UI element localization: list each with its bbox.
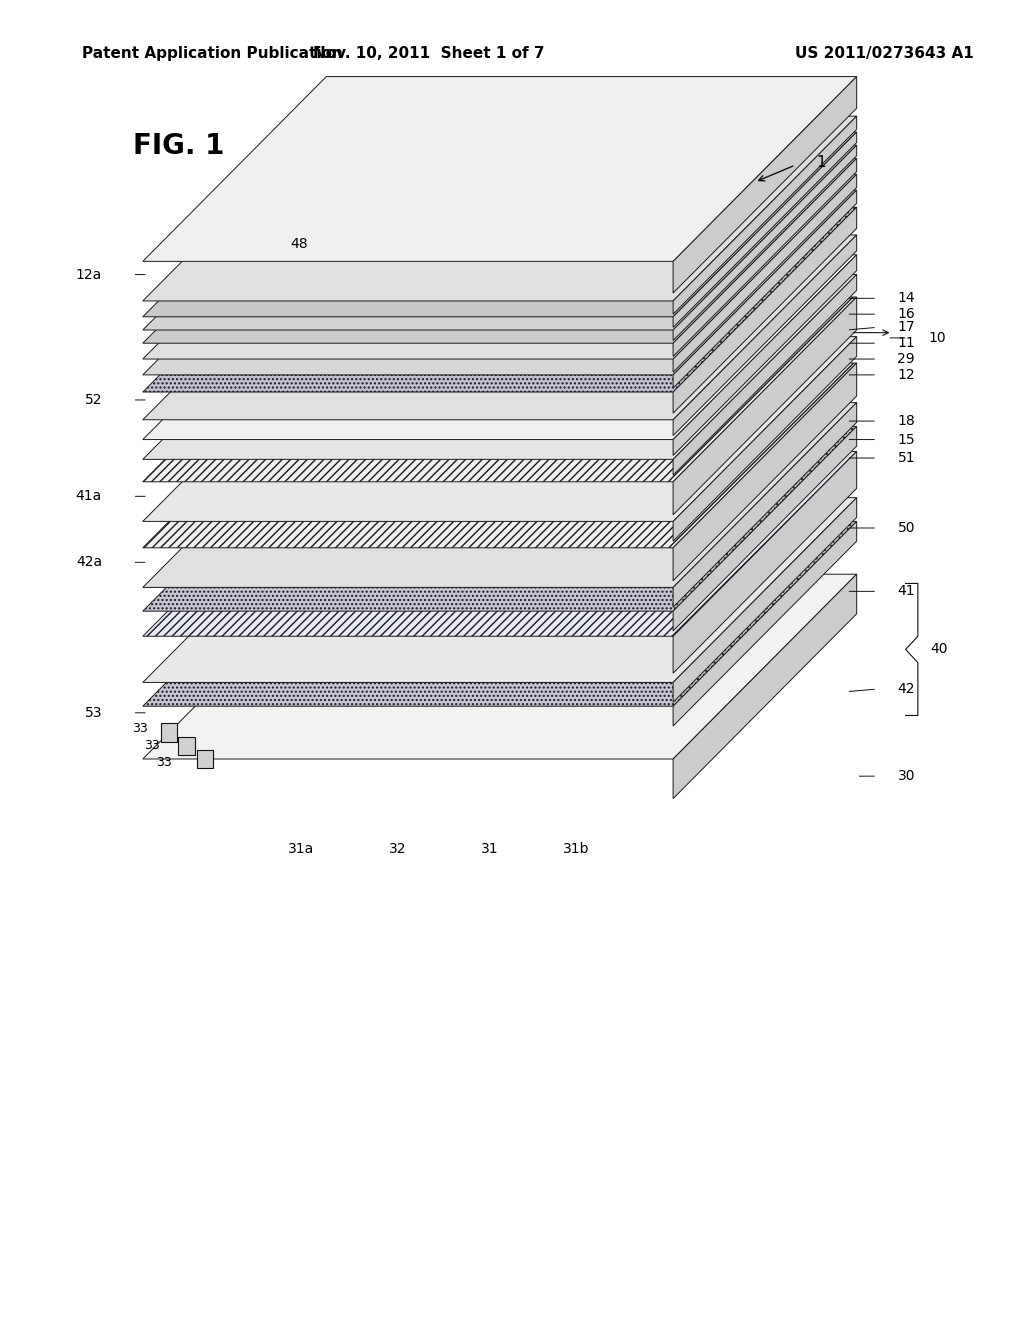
Text: 33: 33 — [156, 756, 171, 770]
Text: FIG. 1: FIG. 1 — [132, 132, 224, 160]
Polygon shape — [673, 498, 857, 702]
Polygon shape — [142, 275, 857, 459]
Text: 41: 41 — [897, 585, 915, 598]
Polygon shape — [673, 158, 857, 356]
FancyBboxPatch shape — [197, 750, 213, 768]
Polygon shape — [142, 498, 857, 682]
Polygon shape — [673, 403, 857, 607]
Polygon shape — [142, 574, 857, 759]
Polygon shape — [142, 297, 857, 482]
Text: 31b: 31b — [563, 842, 590, 857]
Text: 53: 53 — [85, 706, 102, 719]
Text: 1: 1 — [816, 154, 825, 170]
Polygon shape — [142, 77, 857, 261]
Text: 10: 10 — [928, 331, 946, 345]
Polygon shape — [673, 145, 857, 341]
Text: 12a: 12a — [76, 268, 102, 281]
Polygon shape — [142, 235, 857, 420]
Text: 31a: 31a — [288, 842, 314, 857]
Polygon shape — [142, 132, 857, 317]
Text: 41a: 41a — [76, 490, 102, 503]
Text: 51: 51 — [897, 451, 915, 465]
Polygon shape — [142, 337, 857, 521]
FancyBboxPatch shape — [161, 723, 177, 742]
Polygon shape — [673, 190, 857, 388]
Text: 42: 42 — [897, 682, 915, 696]
Text: 15: 15 — [897, 433, 915, 446]
Polygon shape — [142, 190, 857, 375]
Polygon shape — [142, 158, 857, 343]
Text: Nov. 10, 2011  Sheet 1 of 7: Nov. 10, 2011 Sheet 1 of 7 — [312, 46, 544, 61]
Text: 33: 33 — [132, 722, 147, 735]
Polygon shape — [673, 297, 857, 515]
Polygon shape — [673, 426, 857, 631]
Polygon shape — [673, 132, 857, 327]
Polygon shape — [142, 174, 857, 359]
Polygon shape — [142, 145, 857, 330]
Polygon shape — [673, 574, 857, 799]
Polygon shape — [673, 255, 857, 455]
Polygon shape — [142, 451, 857, 636]
Polygon shape — [673, 207, 857, 413]
Polygon shape — [142, 426, 857, 611]
Polygon shape — [673, 521, 857, 726]
Polygon shape — [142, 116, 857, 301]
Polygon shape — [673, 116, 857, 314]
Text: Patent Application Publication: Patent Application Publication — [82, 46, 342, 61]
Text: 29: 29 — [897, 352, 915, 366]
Polygon shape — [142, 521, 857, 706]
Text: 12: 12 — [897, 368, 915, 381]
Polygon shape — [673, 174, 857, 372]
Polygon shape — [142, 255, 857, 440]
Text: 11: 11 — [897, 337, 915, 350]
Text: 33: 33 — [144, 739, 160, 752]
Polygon shape — [673, 77, 857, 293]
Polygon shape — [673, 337, 857, 541]
Text: 17: 17 — [897, 321, 915, 334]
Text: 30: 30 — [897, 770, 915, 783]
Polygon shape — [673, 363, 857, 581]
Text: 14: 14 — [897, 292, 915, 305]
Polygon shape — [673, 451, 857, 673]
Polygon shape — [142, 207, 857, 392]
Polygon shape — [142, 363, 857, 548]
Text: US 2011/0273643 A1: US 2011/0273643 A1 — [796, 46, 974, 61]
Text: 31: 31 — [480, 842, 499, 857]
Text: 32: 32 — [389, 842, 407, 857]
Text: 16: 16 — [897, 308, 915, 321]
Text: 18: 18 — [897, 414, 915, 428]
Polygon shape — [673, 235, 857, 436]
Text: 42a: 42a — [76, 556, 102, 569]
Text: 40: 40 — [930, 643, 947, 656]
FancyBboxPatch shape — [178, 737, 195, 755]
Text: 48: 48 — [291, 238, 308, 251]
Polygon shape — [142, 403, 857, 587]
Text: 52: 52 — [85, 393, 102, 407]
Text: 50: 50 — [897, 521, 915, 535]
Polygon shape — [673, 275, 857, 475]
